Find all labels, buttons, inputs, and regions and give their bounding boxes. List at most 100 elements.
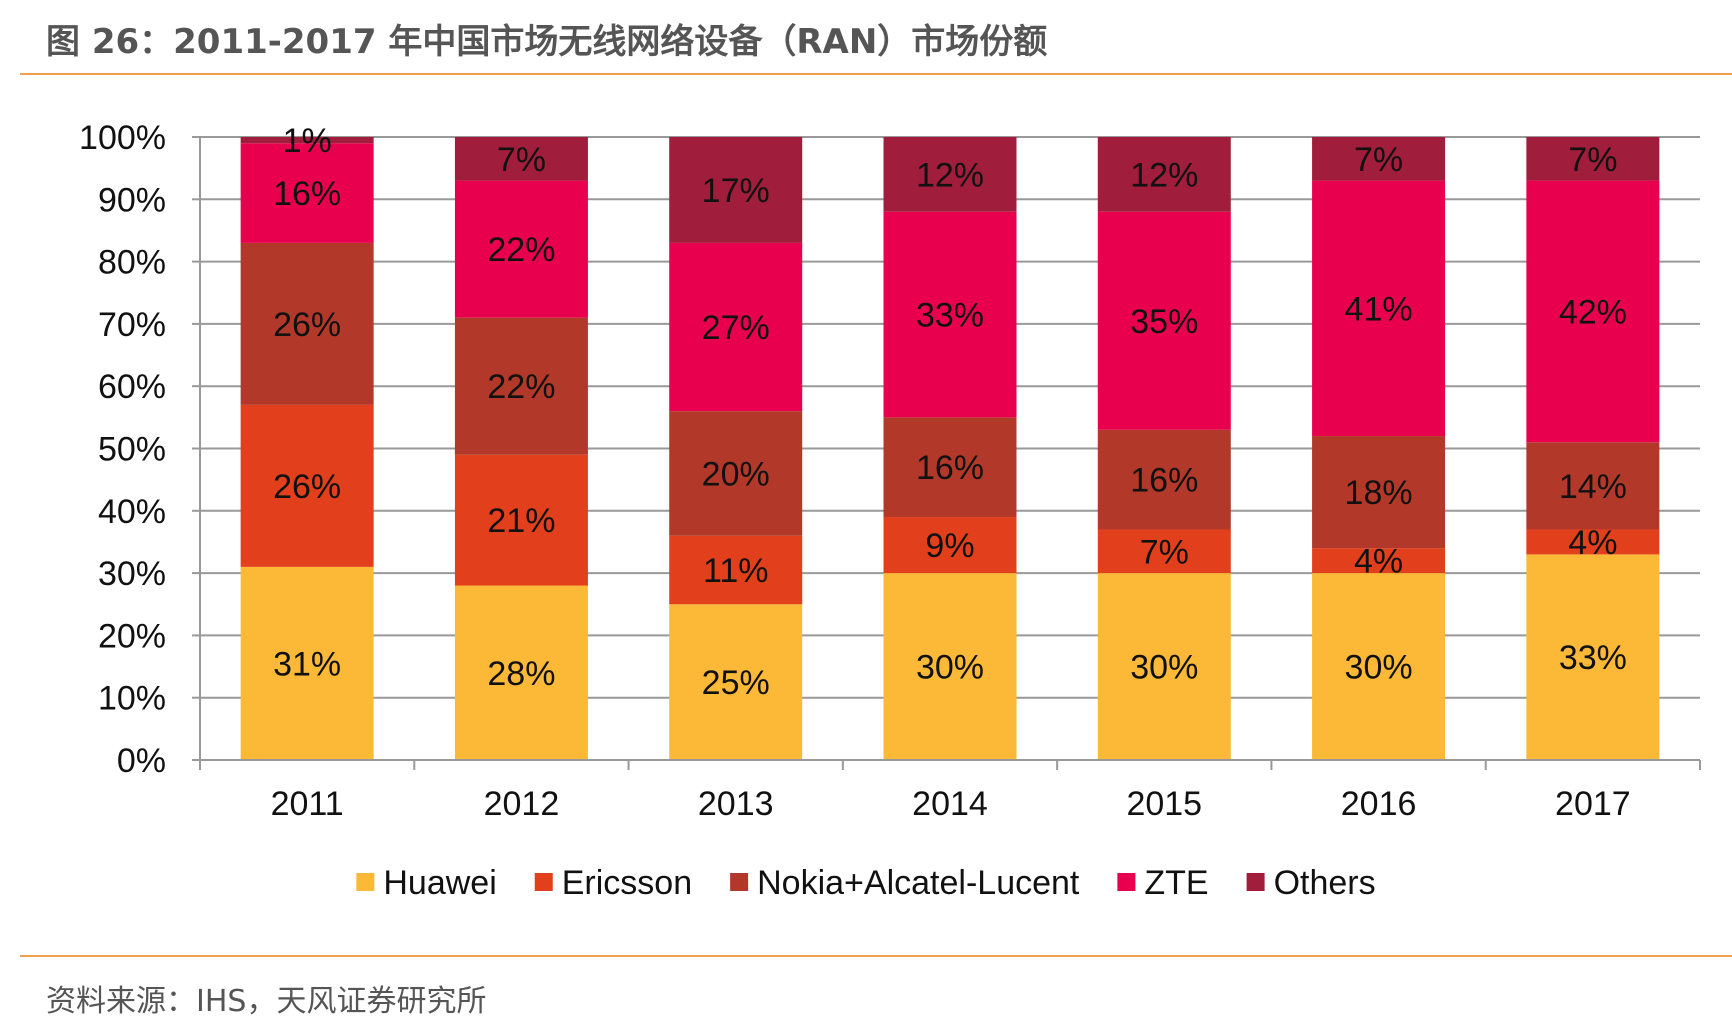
bar-segment <box>1312 180 1446 437</box>
data-label: 16% <box>1130 462 1198 500</box>
data-label: 30% <box>916 649 984 687</box>
bottom-divider <box>20 955 1732 957</box>
data-label: 1% <box>283 122 332 160</box>
bar-segment <box>1526 137 1660 181</box>
x-tick-label: 2016 <box>1341 785 1417 823</box>
bar-segment <box>454 137 588 181</box>
bar-segment <box>1312 436 1446 549</box>
data-label: 7% <box>1354 141 1403 179</box>
data-label: 33% <box>916 297 984 335</box>
bar-segment <box>454 585 588 760</box>
bar-segment <box>1526 442 1660 530</box>
x-tick-label: 2011 <box>271 785 344 823</box>
bar-segment <box>240 404 374 567</box>
bar-segment <box>883 417 1017 518</box>
data-label: 16% <box>273 175 341 213</box>
data-label: 20% <box>702 455 770 493</box>
legend-swatch <box>1246 873 1265 891</box>
bar-segment <box>1312 137 1446 181</box>
legend-label: Ericsson <box>562 864 692 902</box>
y-tick-label: 20% <box>98 617 166 655</box>
data-label: 18% <box>1345 474 1413 512</box>
x-tick-label: 2014 <box>912 785 988 823</box>
data-label: 4% <box>1568 524 1617 562</box>
y-tick-label: 70% <box>98 306 166 344</box>
legend-swatch <box>356 873 375 891</box>
stacked-bar-chart: 31% 26% 26% 16% 1% 28% 21% 22% 22% 7% 25% 11% 20% 27%… <box>79 119 1701 902</box>
data-label: 7% <box>497 141 546 179</box>
data-label: 28% <box>487 655 555 693</box>
data-label: 30% <box>1345 649 1413 687</box>
bar-segment <box>1097 529 1231 574</box>
bar-segment <box>1526 554 1660 760</box>
data-label: 26% <box>273 306 341 344</box>
bar-segment <box>883 211 1017 418</box>
data-label: 16% <box>916 449 984 487</box>
y-tick-label: 80% <box>98 244 166 282</box>
x-tick-label: 2015 <box>1126 785 1202 823</box>
data-label: 12% <box>1130 156 1198 194</box>
y-tick-label: 60% <box>98 368 166 406</box>
source-note: 资料来源：IHS，天风证券研究所 <box>46 984 487 1019</box>
y-tick-label: 100% <box>79 119 166 157</box>
legend-label: Huawei <box>383 864 496 902</box>
data-label: 7% <box>1140 533 1189 571</box>
bar-segment <box>669 137 803 243</box>
bar-segment <box>240 242 374 405</box>
y-tick-label: 90% <box>98 181 166 219</box>
bar-segment <box>454 454 588 586</box>
data-label: 22% <box>487 368 555 406</box>
legend-label: Others <box>1274 864 1376 902</box>
data-label: 33% <box>1559 639 1627 677</box>
data-label: 12% <box>916 156 984 194</box>
bar-segment <box>1526 529 1660 555</box>
data-label: 41% <box>1345 290 1413 328</box>
bar-segment <box>454 180 588 318</box>
data-label: 11% <box>703 552 769 590</box>
legend-label: ZTE <box>1144 864 1208 902</box>
bar-segment <box>883 517 1017 574</box>
bar-segment <box>669 411 803 536</box>
bar-segment <box>1526 180 1660 443</box>
chart-title: 图 26：2011-2017 年中国市场无线网络设备（RAN）市场份额 <box>46 22 1048 62</box>
legend-swatch <box>534 873 553 891</box>
legend-swatch <box>730 873 749 891</box>
data-label: 22% <box>487 231 555 269</box>
x-tick-label: 2013 <box>698 785 774 823</box>
y-tick-label: 40% <box>98 493 166 531</box>
data-label: 4% <box>1354 543 1403 581</box>
bar-segment <box>669 242 803 412</box>
x-tick-label: 2017 <box>1555 785 1631 823</box>
bar-segment <box>669 535 803 605</box>
data-label: 9% <box>925 527 974 565</box>
y-tick-label: 50% <box>98 431 166 469</box>
data-label: 27% <box>702 309 770 347</box>
data-label: 35% <box>1130 303 1198 341</box>
bar-segment <box>1312 548 1446 574</box>
legend-label: Nokia+Alcatel-Lucent <box>757 864 1080 902</box>
bar-segment <box>883 137 1017 212</box>
data-label: 25% <box>702 664 770 702</box>
x-tick-label: 2012 <box>484 785 560 823</box>
bar-segment <box>1097 137 1231 212</box>
data-label: 7% <box>1568 141 1617 179</box>
y-tick-label: 10% <box>98 680 166 718</box>
data-label: 30% <box>1130 649 1198 687</box>
bar-segment <box>1097 211 1231 430</box>
bar-segment <box>240 143 374 243</box>
bar-segment <box>669 604 803 760</box>
legend-swatch <box>1117 873 1136 891</box>
data-label: 31% <box>273 645 341 683</box>
bar-segment <box>240 566 374 760</box>
bar-segment <box>454 317 588 455</box>
data-label: 42% <box>1559 293 1627 331</box>
bar-segment <box>1097 573 1231 760</box>
data-label: 14% <box>1559 468 1627 506</box>
bar-segment <box>883 573 1017 760</box>
data-label: 26% <box>273 468 341 506</box>
data-label: 17% <box>702 172 770 210</box>
bar-segment <box>1312 573 1446 760</box>
y-tick-label: 30% <box>98 555 166 593</box>
top-divider <box>20 73 1732 75</box>
bar-segment <box>1097 429 1231 530</box>
